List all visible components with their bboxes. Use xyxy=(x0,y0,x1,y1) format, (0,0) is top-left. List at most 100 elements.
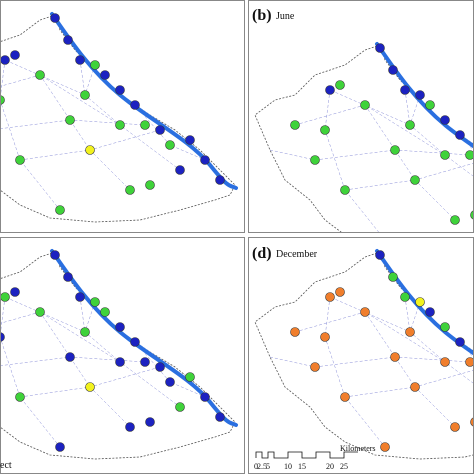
panel-c xyxy=(0,249,238,460)
station-dot xyxy=(465,357,474,367)
panel-d xyxy=(254,249,474,460)
station-dot xyxy=(100,307,110,317)
station-dot xyxy=(50,250,60,260)
station-dot xyxy=(125,422,135,432)
station-dot xyxy=(450,422,460,432)
station-dot xyxy=(415,297,425,307)
station-dot xyxy=(115,322,125,332)
station-dot xyxy=(215,412,225,422)
station-dot xyxy=(390,352,400,362)
station-dot xyxy=(85,145,95,155)
station-dot xyxy=(145,180,155,190)
station-dot xyxy=(215,175,225,185)
station-dot xyxy=(360,307,370,317)
station-dot xyxy=(145,417,155,427)
station-dot xyxy=(165,140,175,150)
station-dot xyxy=(15,392,25,402)
map xyxy=(0,12,238,223)
scale-bar-line xyxy=(255,451,358,459)
station-dot xyxy=(130,100,140,110)
scale-tick-label: 20 xyxy=(326,462,334,471)
station-dot xyxy=(310,155,320,165)
station-dot xyxy=(185,135,195,145)
subregion-line xyxy=(324,296,386,448)
station-dot xyxy=(375,250,385,260)
station-dot xyxy=(375,43,385,53)
station-dot xyxy=(55,442,65,452)
scale-tick-label: 5 xyxy=(266,462,270,471)
station-dot xyxy=(65,352,75,362)
scale-tick-label: 0 xyxy=(254,462,258,471)
station-dot xyxy=(320,125,330,135)
station-dot xyxy=(320,332,330,342)
station-dot xyxy=(80,327,90,337)
subregion-line xyxy=(0,311,181,408)
station-dot xyxy=(450,215,460,225)
station-dot xyxy=(335,287,345,297)
scale-bar: Kilometers xyxy=(255,444,376,459)
station-dot xyxy=(185,372,195,382)
subregion-line xyxy=(0,59,61,211)
station-dot xyxy=(35,307,45,317)
station-dot xyxy=(455,130,465,140)
station-dot xyxy=(310,362,320,372)
station-dot xyxy=(325,292,335,302)
map xyxy=(254,249,474,460)
subregion-line xyxy=(294,311,474,385)
station-dot xyxy=(290,327,300,337)
subregion-line xyxy=(134,104,206,161)
region-outline xyxy=(254,44,474,233)
station-dot xyxy=(200,392,210,402)
region-outline xyxy=(254,251,474,460)
cut-label: ect xyxy=(0,460,12,471)
station-dot xyxy=(130,337,140,347)
station-dot xyxy=(200,155,210,165)
station-dot xyxy=(100,70,110,80)
map xyxy=(254,42,474,233)
subregion-line xyxy=(324,89,380,233)
station-dot xyxy=(155,125,165,135)
scale-tick-label: 15 xyxy=(298,462,306,471)
station-dot xyxy=(63,35,73,45)
subregion-line xyxy=(364,311,456,428)
panel-month: June xyxy=(276,11,295,22)
station-dot xyxy=(10,287,20,297)
station-dot xyxy=(90,297,100,307)
station-dot xyxy=(140,357,150,367)
station-dot xyxy=(0,332,5,342)
scale-tick-label: 2.5 xyxy=(257,462,267,471)
subregion-line xyxy=(294,104,474,178)
scale-unit: Kilometers xyxy=(340,444,376,453)
station-dot xyxy=(380,442,390,452)
station-dot xyxy=(290,120,300,130)
station-dot xyxy=(390,145,400,155)
subregion-line xyxy=(269,356,316,368)
station-dot xyxy=(50,13,60,23)
panel-label: (b) xyxy=(252,7,272,24)
station-dot xyxy=(440,150,450,160)
station-dot xyxy=(405,120,415,130)
subregion-line xyxy=(134,341,206,398)
panel-frame xyxy=(0,0,245,233)
station-dot xyxy=(388,272,398,282)
subregion-line xyxy=(39,74,131,191)
station-dot xyxy=(155,362,165,372)
station-dot xyxy=(465,150,474,160)
station-dot xyxy=(340,185,350,195)
station-dot xyxy=(335,80,345,90)
station-dot xyxy=(0,95,5,105)
station-dot xyxy=(10,50,20,60)
station-dot xyxy=(15,155,25,165)
subregion-line xyxy=(459,134,474,152)
panel-label: (d) xyxy=(252,245,272,262)
station-dot xyxy=(90,60,100,70)
scale-tick-label: 25 xyxy=(340,462,348,471)
panel-a xyxy=(0,12,238,223)
station-dot xyxy=(425,307,435,317)
station-dot xyxy=(455,337,465,347)
station-dot xyxy=(85,382,95,392)
station-dot xyxy=(0,292,10,302)
scale-tick-label: 10 xyxy=(284,462,292,471)
subregion-line xyxy=(459,341,474,359)
